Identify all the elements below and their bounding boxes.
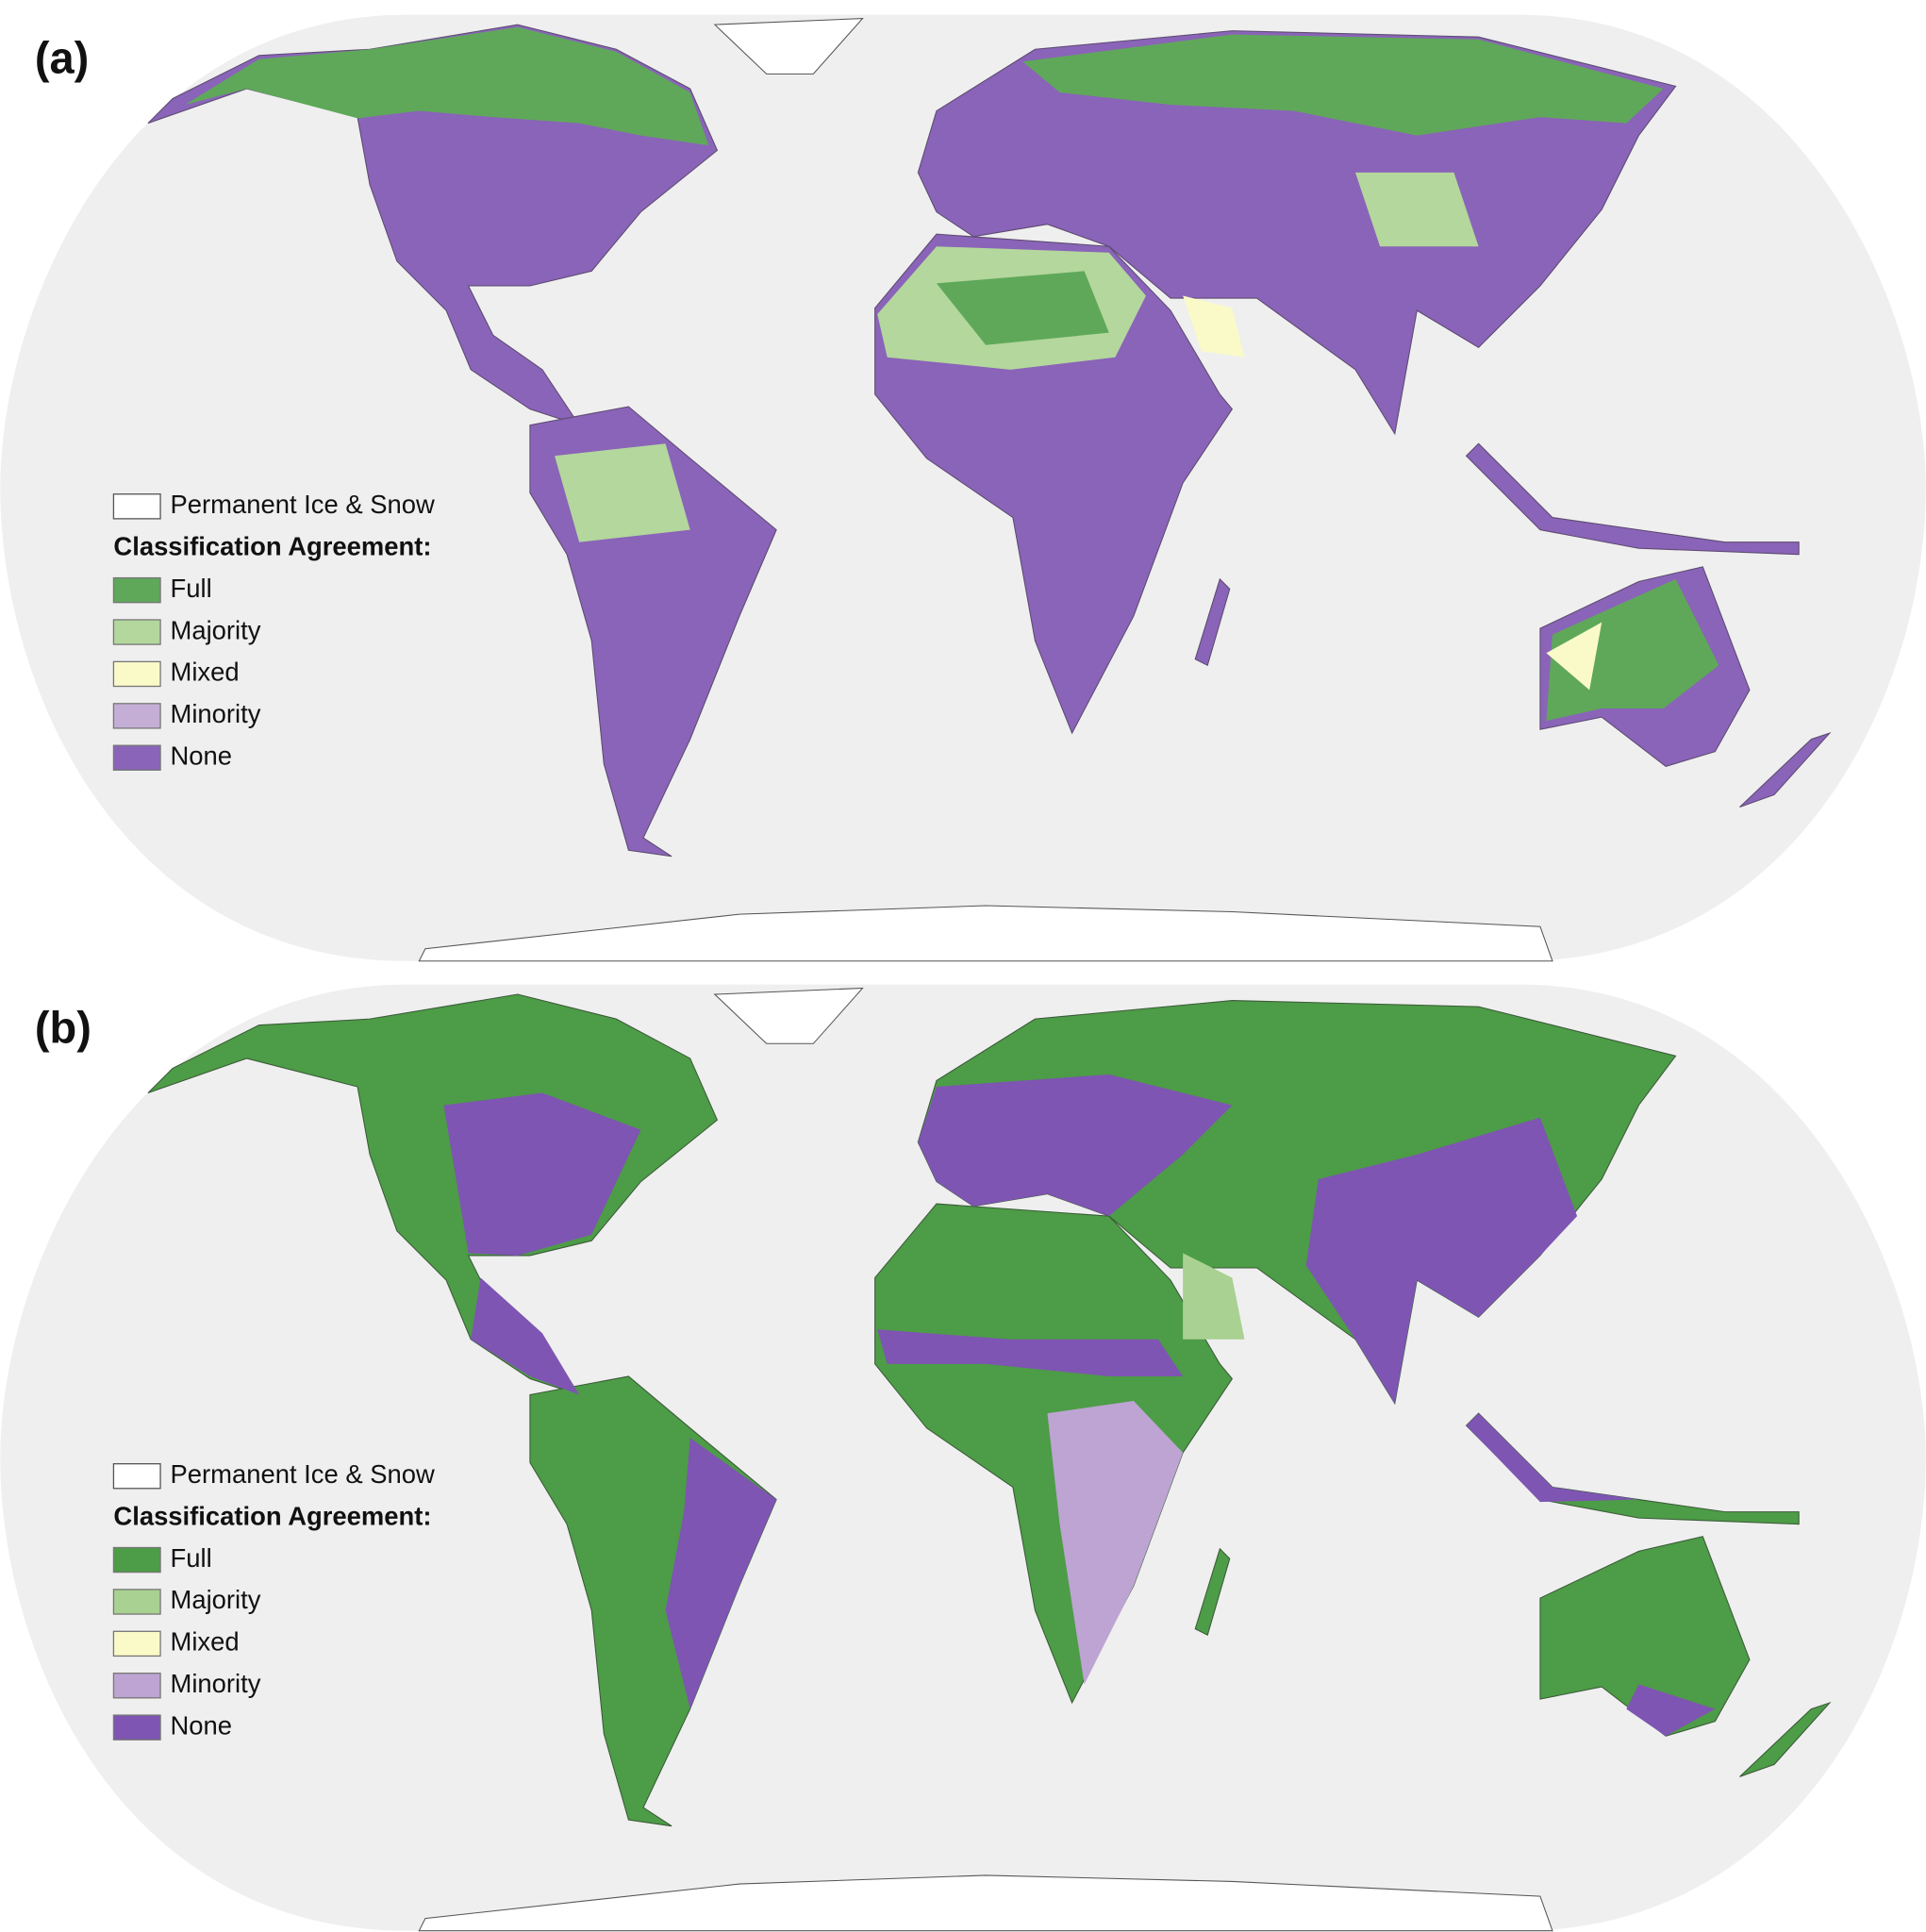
legend-label: Permanent Ice & Snow xyxy=(171,1459,436,1489)
legend-swatch xyxy=(112,703,161,729)
legend-label: None xyxy=(171,741,233,771)
legend-title: Classification Agreement: xyxy=(113,531,431,560)
legend-swatch xyxy=(112,493,161,520)
legend-swatch xyxy=(112,1589,161,1615)
legend-label: Mixed xyxy=(171,658,240,687)
map-a xyxy=(0,14,1926,962)
legend-swatch xyxy=(112,744,161,771)
legend-label: Full xyxy=(171,1543,212,1573)
agreement-patches xyxy=(443,1074,1716,1737)
legend-swatch xyxy=(112,660,161,688)
panel-label: (a) xyxy=(35,33,89,83)
legend-swatch xyxy=(112,1546,161,1574)
legend-label: Permanent Ice & Snow xyxy=(171,490,436,519)
legend-label: Minority xyxy=(171,1669,261,1698)
legend-swatch xyxy=(112,1630,161,1657)
legend-swatch xyxy=(112,1673,161,1699)
legend-swatch xyxy=(112,619,161,645)
legend-label: Mixed xyxy=(171,1627,240,1657)
legend-swatch xyxy=(112,576,161,604)
legend-label: None xyxy=(171,1710,233,1740)
legend-swatch xyxy=(112,1714,161,1740)
legend-label: Majority xyxy=(171,615,261,644)
agreement-patches xyxy=(185,26,1719,722)
map-b xyxy=(0,984,1926,1932)
legend-label: Minority xyxy=(171,699,261,728)
legend-title: Classification Agreement: xyxy=(113,1501,431,1530)
legend-swatch xyxy=(112,1463,161,1490)
legend-label: Full xyxy=(171,574,212,603)
panel-label: (b) xyxy=(35,1003,91,1053)
legend-label: Majority xyxy=(171,1585,261,1614)
